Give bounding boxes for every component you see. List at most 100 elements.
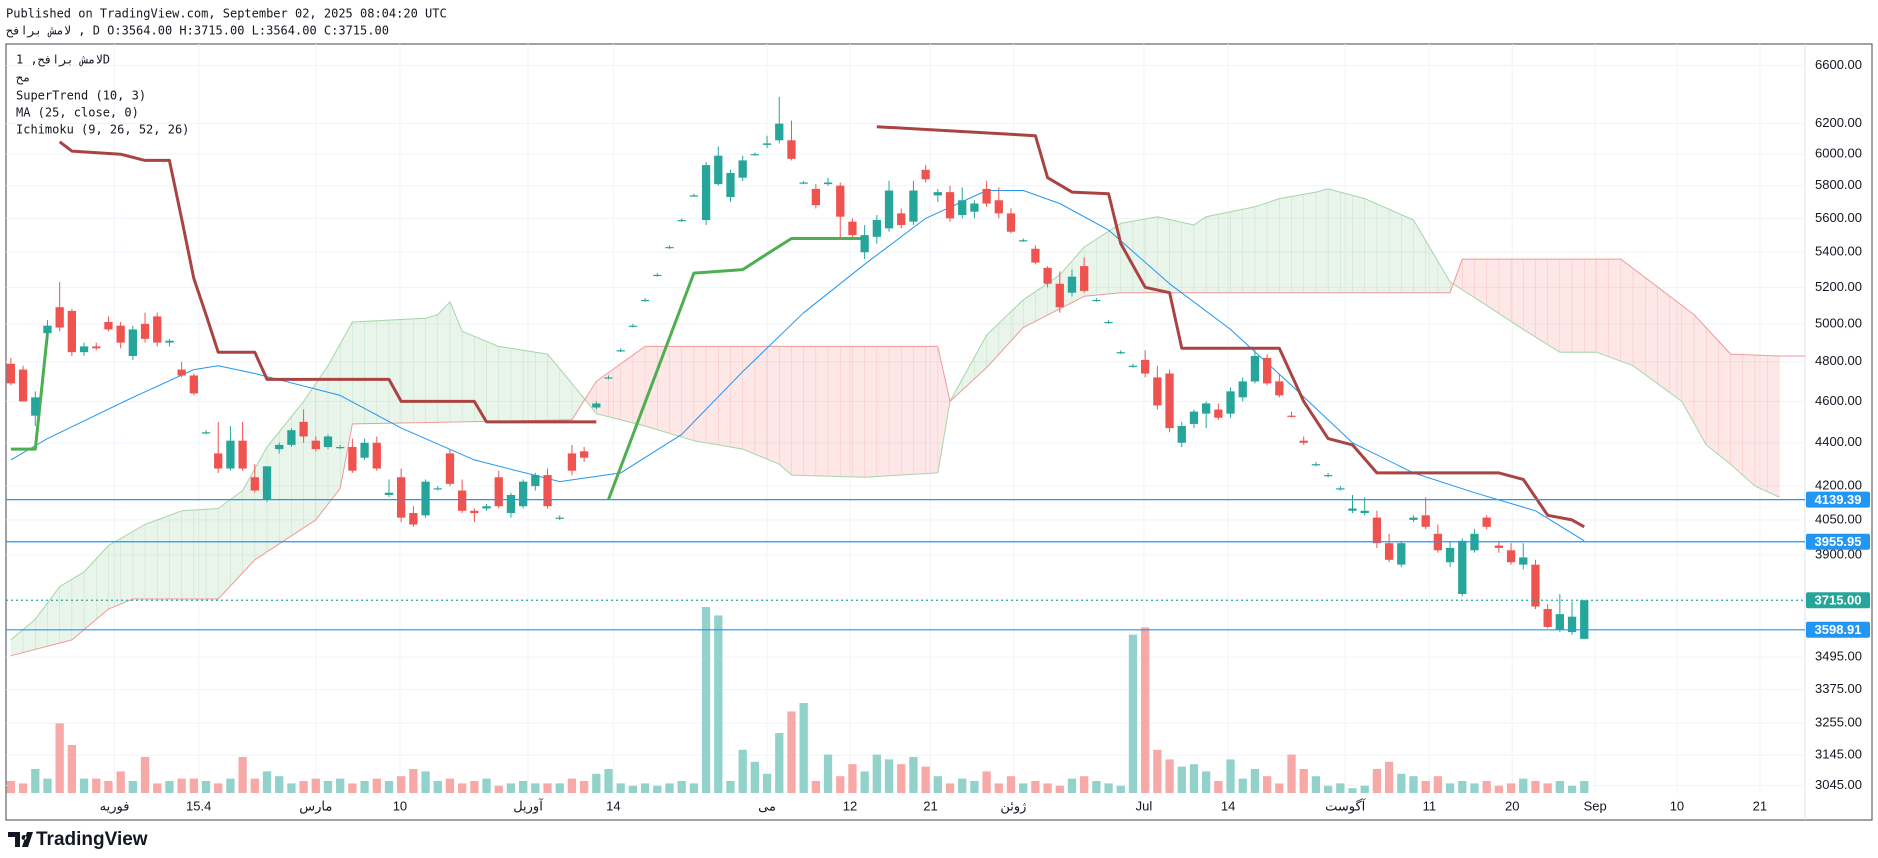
candle-body [823,182,833,185]
cloud-fill [1401,214,1414,293]
volume-bar [104,781,113,793]
volume-bar [1128,634,1138,793]
volume-bar [628,785,638,793]
cloud-fill [608,363,621,421]
volume-bar [994,783,1003,793]
volume-bar [79,778,89,793]
volume-bar [909,757,918,793]
candle-body [18,369,28,402]
candle-body [1031,248,1040,263]
candle-body [1445,547,1455,563]
candle-body [1372,517,1382,544]
candle-body [1531,564,1540,607]
volume-bar [421,771,430,793]
volume-bar [116,771,125,793]
volume-bar [153,783,162,793]
y-tick-label: 5200.00 [1815,279,1862,294]
cloud-fill [730,346,743,450]
candle-body [811,188,821,206]
volume-bar [1384,761,1394,793]
level-label: 3955.95 [1815,534,1862,549]
candle-body [1421,515,1430,527]
cloud-fill [181,509,195,600]
volume-bar [677,781,686,793]
cloud-fill [437,301,451,423]
candle-body [311,440,320,450]
volume-bar [1153,749,1162,793]
level-label: 4139.39 [1815,492,1862,507]
volume-bar [1531,781,1540,793]
cloud-fill [425,314,439,423]
candle-body [299,421,308,437]
volume-bar [165,781,174,793]
volume-bar [360,781,369,793]
candle-body [726,172,735,198]
candle-body [1567,616,1577,633]
candle-body [897,213,906,226]
y-tick-label: 6000.00 [1815,146,1862,161]
candle-body [1189,411,1199,424]
volume-bar [567,778,577,793]
volume-bar [1043,783,1052,793]
brand-name: TradingView [36,829,148,850]
candle-body [1336,488,1345,490]
candle-body [592,403,601,408]
candle-body [1409,517,1418,520]
volume-bar [738,749,747,793]
x-tick-label: می [758,798,776,813]
cloud-fill [1230,208,1243,293]
volume-bar [714,615,723,793]
volume-bar [1165,759,1174,793]
y-tick-label: 4050.00 [1815,511,1862,526]
candle-body [348,447,357,471]
y-tick-label: 3375.00 [1815,681,1862,696]
x-tick-label: 12 [843,798,857,813]
cloud-fill [1340,191,1353,293]
candle-body [860,235,869,253]
cloud-fill [449,301,463,423]
volume-bar [1019,783,1028,793]
cloud-fill [1620,258,1634,367]
axes: 6600.00 6200.00 6000.00 5800.00 5600.00 5400.… [100,57,1870,814]
legend-symbol: لامش برافح, 1D [16,53,110,68]
candle-body [384,492,394,495]
candle-body [1226,391,1235,414]
cloud-fill [1376,203,1390,293]
cloud-fill [1742,354,1756,487]
candle-body [518,481,528,507]
brand-logo: TradingView [8,829,148,850]
x-tick-label: 14 [606,798,620,813]
volume-bar [311,778,320,793]
cloud-fill [364,320,378,424]
volume-bar [872,754,881,793]
volume-bar [299,781,308,793]
y-tick-label: 3900.00 [1815,546,1862,561]
cloud-fill [766,346,780,465]
volume-bar [1141,627,1150,793]
candle-body [1201,403,1211,414]
volume-bar [933,776,942,793]
candle-body [250,477,259,491]
cloud-fill [1644,276,1658,384]
ohlc-readout: لامش برافح , D O:3564.00 H:3715.00 L:356… [6,24,389,39]
cloud-fill [522,349,536,421]
volume-bar [884,759,894,793]
candle-body [372,442,381,469]
volume-bar [384,781,394,793]
candle-body [421,481,430,516]
volume-bar [823,754,833,793]
cloud-fill [839,346,853,478]
volume-bar [1543,783,1552,793]
cloud-fill [376,319,390,424]
candle-body [31,397,40,416]
candle-body [921,169,930,180]
y-tick-label: 3255.00 [1815,715,1862,730]
cloud-fill [1766,355,1780,498]
volume-bar [92,778,101,793]
volume-bar [287,783,296,793]
volume-bar [1299,769,1308,793]
volume-bar [1360,785,1369,793]
volume-bar [555,783,564,793]
cloud-fill [1462,258,1475,298]
legend-line: مح [16,71,30,85]
